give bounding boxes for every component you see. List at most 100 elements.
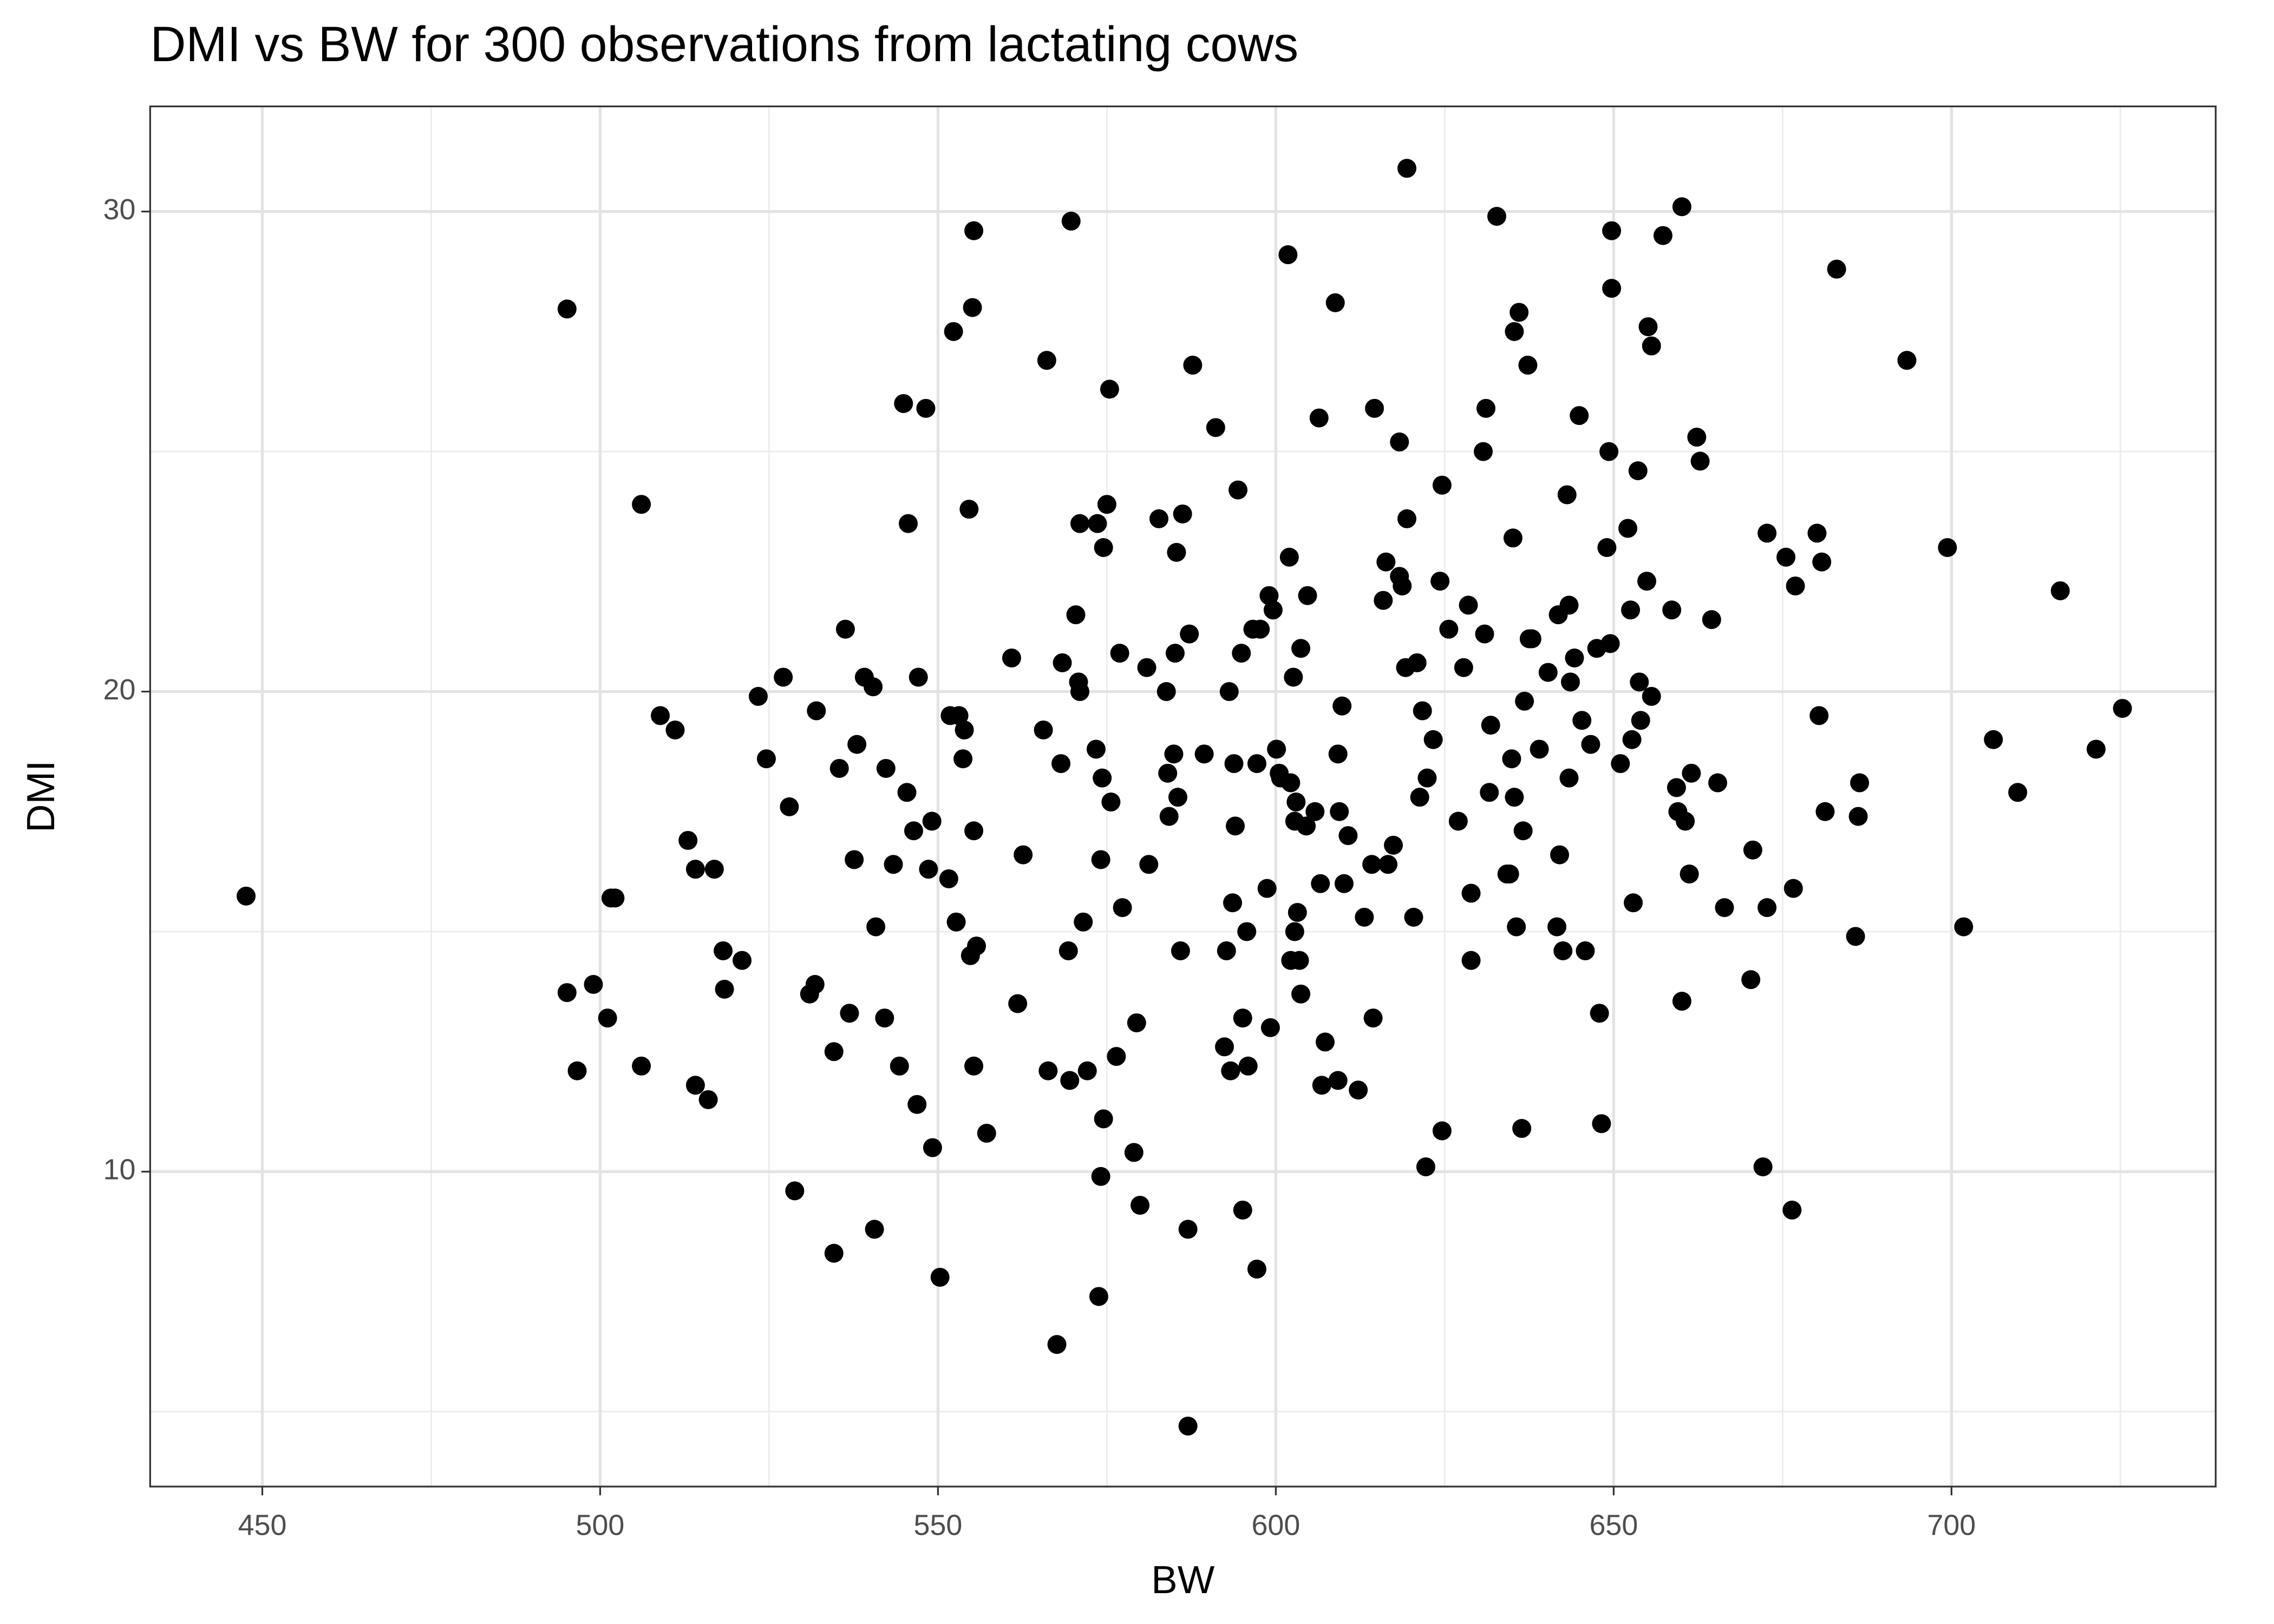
point: [1171, 941, 1190, 960]
point: [1505, 322, 1524, 341]
point: [2086, 739, 2106, 759]
point: [1954, 917, 1974, 937]
point: [1448, 811, 1468, 831]
point: [1590, 1004, 1609, 1023]
point: [1622, 730, 1642, 749]
point: [1850, 773, 1870, 793]
point: [1164, 744, 1184, 764]
point: [1233, 1009, 1252, 1028]
point: [897, 783, 917, 802]
point: [1500, 865, 1519, 884]
point: [967, 937, 986, 956]
point: [1786, 576, 1805, 595]
point: [1047, 1335, 1067, 1354]
point: [1570, 406, 1589, 425]
point: [845, 850, 864, 869]
point: [1637, 572, 1657, 591]
point: [1008, 994, 1028, 1013]
point: [1086, 739, 1106, 759]
point: [1206, 418, 1225, 437]
point: [1812, 552, 1832, 572]
point: [1365, 398, 1384, 418]
point: [1101, 793, 1121, 812]
tick-labels: 450 500 550 600 650 700 10 20 30: [103, 193, 1976, 1542]
point: [1439, 619, 1459, 639]
point: [894, 394, 913, 413]
point: [1515, 691, 1534, 711]
point: [1676, 811, 1695, 831]
point: [1757, 898, 1777, 918]
point: [1631, 711, 1650, 730]
point: [1461, 951, 1481, 970]
point: [632, 1056, 651, 1076]
point: [1070, 682, 1089, 702]
point: [1247, 1259, 1266, 1279]
point: [1229, 480, 1248, 500]
point: [1475, 624, 1494, 644]
point: [1642, 336, 1661, 356]
y-tick-label: 10: [103, 1154, 136, 1186]
point: [1384, 835, 1403, 855]
point: [959, 500, 979, 519]
point: [1297, 816, 1316, 836]
point: [1510, 303, 1529, 322]
x-axis-title: BW: [1151, 1558, 1214, 1602]
point: [678, 830, 698, 850]
point: [1581, 735, 1600, 754]
point: [1599, 442, 1619, 461]
x-tick-label: 650: [1589, 1509, 1638, 1542]
point: [1279, 547, 1299, 567]
point: [939, 869, 958, 888]
point: [922, 811, 942, 831]
chart-title: DMI vs BW for 300 observations from lact…: [150, 17, 1298, 72]
point: [1149, 509, 1169, 528]
point: [1217, 941, 1236, 960]
point: [1290, 951, 1309, 970]
point: [1672, 992, 1691, 1011]
point: [1363, 1009, 1383, 1028]
point: [963, 298, 982, 317]
point: [1094, 1109, 1113, 1129]
point: [1311, 874, 1330, 893]
point: [1576, 941, 1595, 960]
point: [847, 735, 867, 754]
point: [1776, 547, 1796, 567]
point: [1263, 600, 1283, 620]
point: [1423, 730, 1443, 749]
point: [1687, 428, 1707, 447]
point: [1407, 653, 1427, 672]
point: [1432, 475, 1452, 495]
point: [1783, 879, 1803, 898]
point: [1088, 514, 1107, 533]
point: [1113, 898, 1132, 918]
point: [1559, 595, 1579, 615]
point: [1159, 807, 1179, 826]
point: [1807, 523, 1827, 543]
point: [1089, 1287, 1108, 1306]
point: [598, 1009, 617, 1028]
point: [1378, 855, 1398, 874]
point: [1565, 648, 1584, 667]
point: [2008, 783, 2028, 802]
point: [1417, 768, 1437, 788]
point: [964, 221, 984, 240]
point: [875, 1009, 894, 1028]
point: [899, 514, 918, 533]
panel-border: [149, 105, 2217, 1488]
point: [1741, 970, 1761, 990]
point: [1592, 1114, 1611, 1134]
y-tick-label: 30: [103, 193, 136, 226]
points: [237, 159, 2132, 1436]
point: [557, 299, 577, 319]
point: [1630, 672, 1649, 692]
point: [1512, 1119, 1532, 1138]
point: [1107, 1047, 1126, 1066]
point: [774, 667, 793, 687]
point: [1459, 595, 1478, 615]
point: [1194, 744, 1214, 764]
point: [1628, 461, 1648, 481]
point: [704, 860, 724, 879]
y-axis-title: DMI: [19, 761, 63, 833]
